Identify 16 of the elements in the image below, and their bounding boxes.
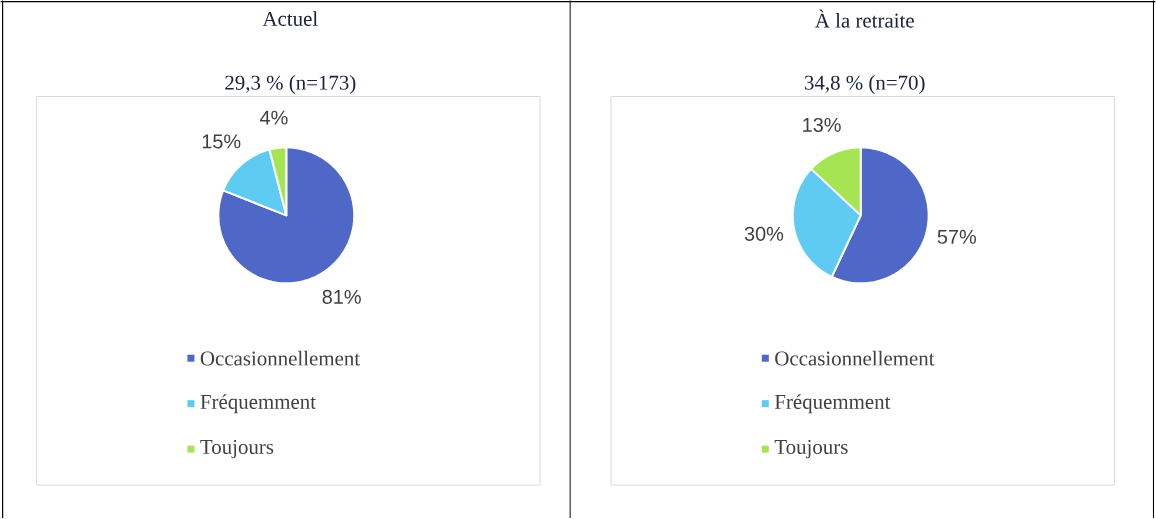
legend-label: Toujours [200, 440, 274, 459]
data-label: 81% [322, 290, 361, 305]
legend-label: Occasionnellement [775, 351, 935, 366]
data-label: 57% [937, 230, 977, 244]
data-label: 15% [202, 134, 241, 149]
legend-label: Fréquemment [200, 394, 316, 414]
data-label: 30% [744, 226, 784, 242]
legend-label: Toujours [774, 440, 848, 459]
legend-label: Fréquemment [774, 394, 891, 414]
chart-subtitle: 34,8 % (n=70) [804, 75, 925, 95]
chart-title: À la retraite [815, 9, 914, 28]
chart-title: Actuel [262, 11, 318, 27]
data-label: 4% [260, 110, 288, 125]
chart-subtitle: 29,3 % (n=173) [225, 75, 356, 95]
data-label: 13% [803, 118, 841, 133]
legend-label: Occasionnellement [200, 351, 360, 366]
